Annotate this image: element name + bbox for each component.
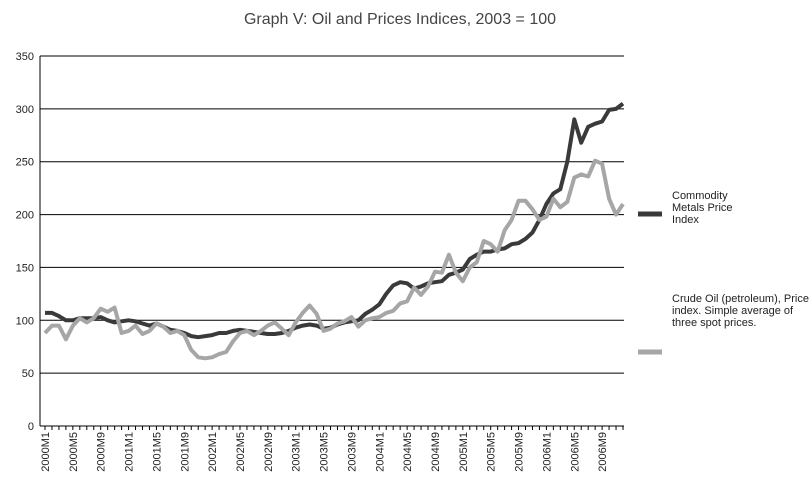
x-tick-label: 2000M9 xyxy=(96,432,108,472)
y-tick-label: 200 xyxy=(16,210,34,222)
y-tick-label: 350 xyxy=(16,51,34,63)
series-line xyxy=(45,102,625,340)
x-tick-label: 2000M5 xyxy=(68,432,80,472)
x-tick-label: 2002M5 xyxy=(235,432,247,472)
x-tick-label: 2004M5 xyxy=(402,432,414,472)
x-tick-label: 2001M1 xyxy=(124,432,136,472)
x-tick-label: 2001M5 xyxy=(151,432,163,472)
x-tick-label: 2004M1 xyxy=(374,432,386,472)
series-line xyxy=(43,158,625,361)
legend-label: Crude Oil (petroleum), Price index. Simp… xyxy=(672,293,809,329)
x-tick-label: 2003M9 xyxy=(346,432,358,472)
x-tick-label: 2003M1 xyxy=(291,432,303,472)
x-tick-label: 2001M9 xyxy=(179,432,191,472)
x-tick-label: 2004M9 xyxy=(430,432,442,472)
x-tick-label: 2005M9 xyxy=(514,432,526,472)
y-tick-label: 250 xyxy=(16,157,34,169)
chart-title: Graph V: Oil and Prices Indices, 2003 = … xyxy=(244,11,556,28)
x-tick-label: 2003M5 xyxy=(319,432,331,472)
y-tick-label: 150 xyxy=(16,262,34,274)
x-tick-label: 2002M9 xyxy=(263,432,275,472)
x-tick-label: 2000M1 xyxy=(40,432,52,472)
x-tick-label: 2002M1 xyxy=(207,432,219,472)
y-tick-label: 100 xyxy=(16,315,34,327)
y-tick-label: 0 xyxy=(28,421,34,433)
legend-label: Commodity Metals Price Index xyxy=(672,190,733,226)
x-tick-label: 2005M1 xyxy=(458,432,470,472)
x-tick-label: 2006M5 xyxy=(569,432,581,472)
y-tick-label: 50 xyxy=(22,368,34,380)
y-tick-label: 300 xyxy=(16,104,34,116)
x-tick-label: 2006M9 xyxy=(597,432,609,472)
x-tick-label: 2006M1 xyxy=(541,432,553,472)
x-tick-label: 2005M5 xyxy=(486,432,498,472)
